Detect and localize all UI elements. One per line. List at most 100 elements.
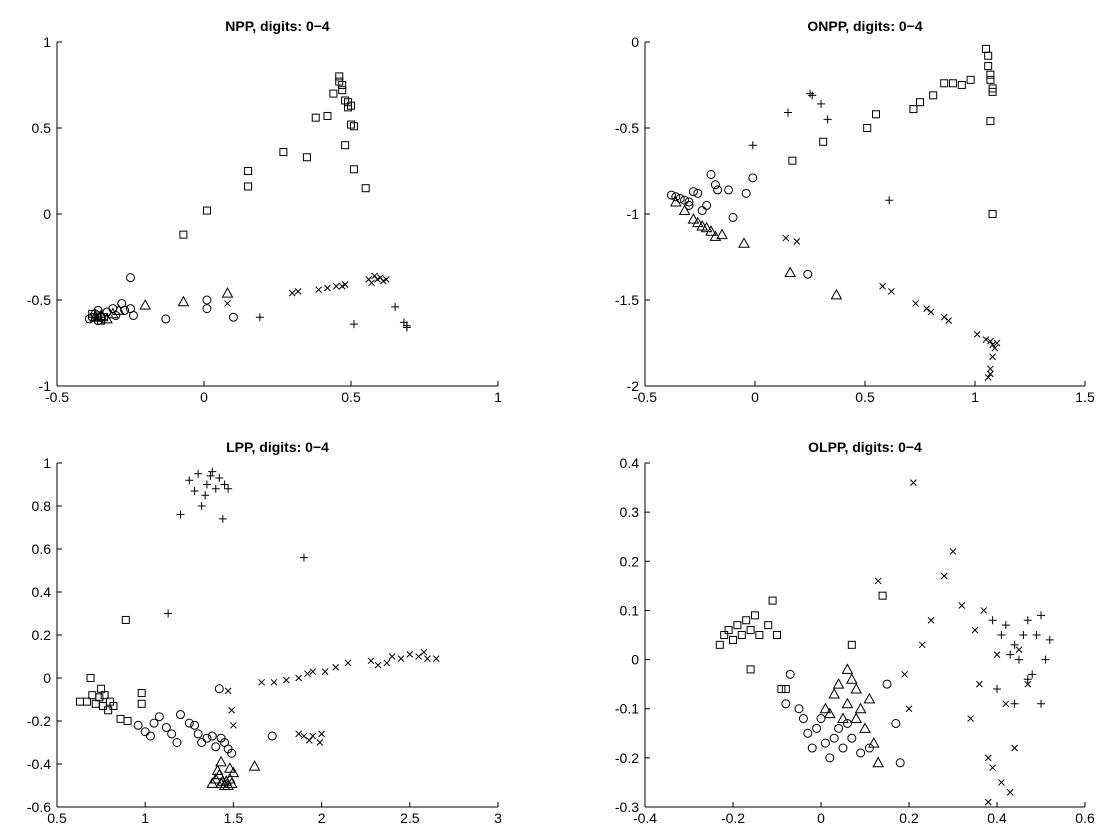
square-point — [957, 81, 966, 89]
square-point — [104, 706, 113, 715]
x-point — [998, 779, 1005, 786]
triangle-point — [687, 213, 700, 224]
x-tick-label: -0.5 — [45, 389, 69, 405]
y-tick-label: -0.1 — [615, 701, 639, 717]
square-point — [349, 122, 358, 131]
x-tick-label: 0.5 — [341, 389, 361, 405]
series-plus — [164, 467, 308, 618]
x-point — [989, 764, 996, 772]
y-tick-label: 0.6 — [32, 541, 52, 557]
circle-point — [825, 753, 835, 763]
x-point — [321, 668, 329, 675]
x-point — [258, 678, 265, 686]
x-point — [224, 687, 232, 695]
triangle-point — [859, 722, 871, 733]
y-tick-label: 0.8 — [32, 498, 52, 514]
x-point — [989, 341, 996, 349]
x-point — [382, 276, 390, 283]
triangle-point — [841, 663, 854, 674]
x-point — [987, 337, 994, 345]
triangle-point — [784, 266, 797, 277]
x-point — [927, 616, 935, 624]
circle-point — [267, 731, 277, 741]
x-tick-label: 0.5 — [47, 810, 67, 826]
x-point — [304, 670, 311, 678]
triangle-point — [819, 702, 832, 714]
triangle-point — [177, 295, 190, 307]
triangle-point — [850, 712, 863, 724]
y-tick-label: -0.6 — [27, 799, 51, 815]
x-point — [309, 668, 317, 675]
circle-point — [697, 206, 707, 216]
x-point — [980, 607, 988, 614]
plus-point — [201, 491, 210, 500]
plus-point — [988, 616, 997, 625]
circle-point — [214, 684, 224, 694]
series-square — [788, 44, 997, 218]
series-circle — [133, 684, 277, 758]
triangle-point — [738, 237, 750, 248]
triangle-point — [867, 737, 880, 748]
plus-point — [1023, 675, 1032, 684]
x-point — [945, 317, 952, 324]
x-point — [940, 572, 948, 580]
square-point — [737, 631, 746, 639]
circle-point — [798, 714, 808, 724]
plus-point — [176, 510, 185, 519]
circle-point — [724, 185, 734, 195]
circle-point — [126, 273, 135, 283]
panel-title: NPP, digits: 0−4 — [225, 18, 330, 34]
square-point — [742, 616, 751, 625]
y-tick-label: 1 — [43, 455, 51, 471]
circle-point — [807, 743, 817, 753]
circle-point — [128, 310, 138, 320]
x-point — [420, 648, 428, 656]
y-tick-label: 0.4 — [620, 455, 640, 471]
x-point — [288, 289, 296, 297]
circle-point — [675, 194, 685, 204]
series-triangle — [669, 195, 843, 300]
square-point — [116, 714, 125, 723]
y-tick-label: 0.2 — [620, 553, 640, 569]
square-point — [95, 693, 104, 702]
plus-point — [993, 685, 1001, 694]
x-point — [923, 305, 930, 312]
plus-point — [197, 502, 206, 510]
circle-point — [666, 190, 676, 200]
plus-point — [218, 514, 227, 523]
square-point — [338, 81, 347, 89]
x-point — [949, 548, 957, 555]
x-point — [332, 663, 340, 671]
square-point — [878, 591, 887, 600]
panel-4: OLPP, digits: 0−4 -0.4 -0.2 0 0.2 0.4 0.6 -0.3 -… — [615, 439, 1095, 826]
triangle-point — [215, 755, 227, 767]
x-point — [1006, 788, 1014, 796]
circle-point — [803, 728, 813, 738]
x-point — [309, 732, 317, 740]
x-point — [406, 650, 414, 658]
plus-point — [823, 115, 832, 124]
triangle-point — [225, 777, 238, 788]
series-plus — [255, 302, 411, 332]
x-point — [294, 288, 302, 295]
x-point — [368, 279, 375, 287]
square-point — [137, 699, 146, 708]
square-point — [746, 626, 755, 635]
plus-point — [391, 302, 400, 311]
x-point — [793, 238, 801, 245]
x-point — [341, 281, 349, 288]
x-point — [344, 659, 352, 667]
circle-point — [882, 679, 892, 689]
x-point — [295, 674, 303, 682]
x-tick-label: 0.2 — [899, 810, 919, 826]
square-point — [335, 72, 344, 81]
square-point — [788, 156, 797, 165]
plus-point — [1006, 650, 1015, 659]
square-point — [872, 110, 880, 119]
panel-1: NPP, digits: 0−4-0.5 0 0.5 1-1-0.500.51 — [27, 18, 502, 405]
triangle-point — [221, 287, 234, 298]
plus-point — [1023, 616, 1032, 625]
x-point — [940, 313, 948, 321]
triangle-point — [832, 678, 845, 689]
y-tick-label: -0.3 — [615, 799, 639, 815]
